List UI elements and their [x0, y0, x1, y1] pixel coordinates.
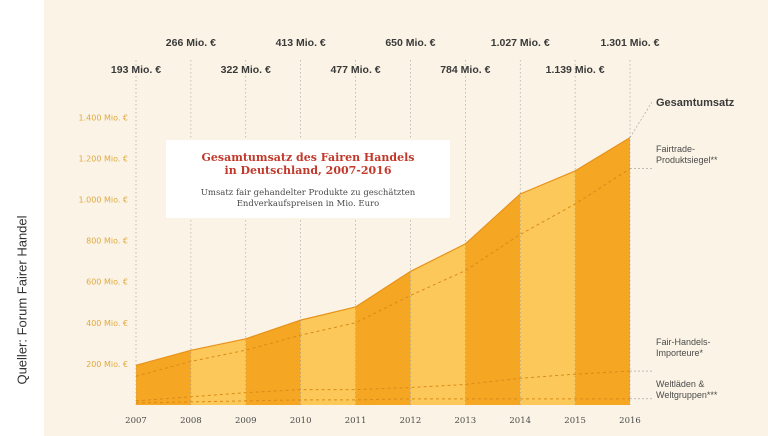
x-tick-label: 2016: [619, 416, 641, 426]
series-line-3: [135, 398, 630, 404]
area-band-2012: [410, 243, 466, 405]
series-label-total: Gesamtumsatz: [656, 97, 735, 109]
x-tick-label: 2007: [125, 416, 147, 426]
area-band-2015: [575, 137, 630, 405]
x-tick-label: 2011: [345, 416, 367, 426]
chart-subtitle-line: Umsatz fair gehandelter Produkte zu gesc…: [201, 188, 416, 198]
series-label-line: Weltläden &: [656, 379, 704, 389]
x-tick-label: 2009: [235, 416, 257, 426]
area-band-2008: [190, 338, 246, 405]
area-band-2007: [136, 350, 191, 405]
title-box: [166, 140, 450, 218]
x-tick-label: 2014: [509, 416, 531, 426]
value-label: 1.139 Mio. €: [546, 64, 605, 76]
y-tick-label: 400 Mio. €: [86, 319, 128, 328]
x-tick-label: 2015: [564, 416, 586, 426]
x-tick-label: 2013: [455, 416, 477, 426]
value-label: 193 Mio. €: [111, 64, 161, 76]
area-band-2014: [520, 170, 576, 405]
area-band-2013: [465, 193, 521, 405]
value-label: 650 Mio. €: [385, 37, 435, 49]
series-label: Fairtrade-Produktsiegel**: [656, 144, 718, 165]
value-label: 1.301 Mio. €: [601, 37, 660, 49]
value-label: 477 Mio. €: [330, 64, 380, 76]
value-label: 1.027 Mio. €: [491, 37, 550, 49]
chart-title-line: Gesamtumsatz des Fairen Handels: [202, 151, 415, 164]
area-band-2011: [355, 271, 411, 405]
chart-title-line: in Deutschland, 2007-2016: [225, 164, 392, 177]
series-line-2: [135, 370, 631, 402]
area-band-2010: [300, 306, 356, 405]
source-note: Queller: Forum Fairer Handel: [0, 0, 44, 436]
series-label: Weltläden & Weltgruppen***: [656, 379, 718, 400]
y-tick-label: 800 Mio. €: [86, 237, 128, 246]
value-label: 266 Mio. €: [166, 37, 216, 49]
series-label-line: Weltgruppen***: [656, 390, 718, 400]
x-tick-label: 2008: [180, 416, 202, 426]
y-tick-label: 600 Mio. €: [86, 278, 128, 287]
x-tick-label: 2010: [290, 416, 312, 426]
value-label: 413 Mio. €: [276, 37, 326, 49]
total-leader: [629, 101, 653, 138]
series-line-1: [135, 168, 631, 377]
series-label-line: Fairtrade-: [656, 144, 695, 154]
y-tick-label: 1.200 Mio. €: [79, 154, 129, 163]
chart-subtitle-line: Endverkaufspreisen in Mio. Euro: [237, 199, 380, 209]
area-band-2009: [245, 320, 301, 405]
series-label-line: Fair-Handels-: [656, 337, 711, 347]
series-label-line: Importeure*: [656, 348, 704, 358]
y-tick-label: 1.400 Mio. €: [79, 113, 129, 122]
series-label-line: Produktsiegel**: [656, 155, 718, 165]
y-tick-label: 200 Mio. €: [86, 360, 128, 369]
total-line: [135, 137, 631, 366]
x-tick-label: 2012: [400, 416, 422, 426]
value-label: 784 Mio. €: [440, 64, 490, 76]
value-label: 322 Mio. €: [221, 64, 271, 76]
y-tick-label: 1.000 Mio. €: [79, 196, 129, 205]
series-label: Fair-Handels-Importeure*: [656, 337, 711, 358]
